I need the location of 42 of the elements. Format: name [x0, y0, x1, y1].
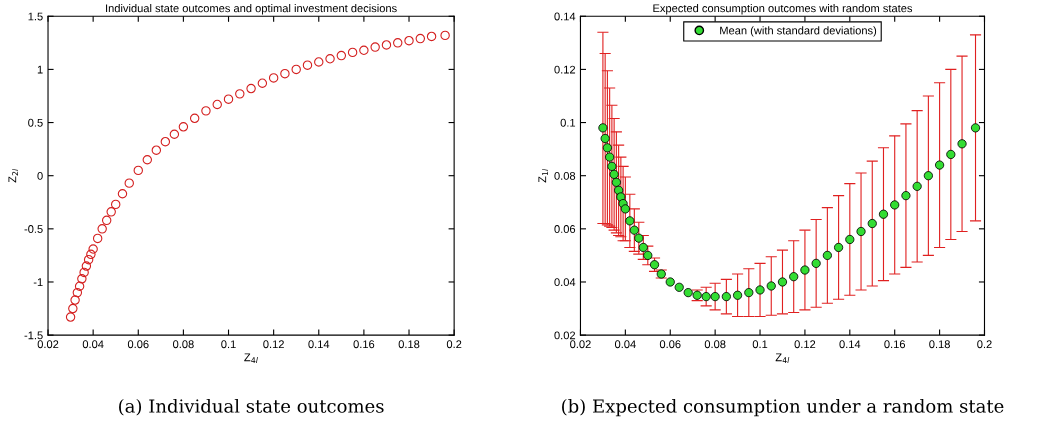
- y-tick-label: 0.06: [554, 225, 576, 233]
- x-axis-title: Z$_{4l}$: [244, 353, 258, 363]
- legend-label: Mean (with standard deviations): [720, 26, 877, 37]
- y-tick-label: -1.5: [24, 331, 43, 340]
- x-tick-label: 0.06: [659, 340, 681, 349]
- x-tick-label: 0.1: [752, 340, 768, 349]
- y-tick-label: -1: [33, 278, 43, 287]
- y-tick-label: 0: [37, 171, 43, 180]
- x-tick-label: 0.08: [704, 340, 726, 349]
- x-tick-label: 0.18: [398, 340, 420, 349]
- x-tick-label: 0.14: [839, 340, 861, 349]
- x-axis-title: Z$_{4l}$: [775, 353, 790, 363]
- x-tick-label: 0.16: [884, 340, 906, 349]
- x-tick-label: 0.04: [614, 340, 636, 349]
- x-tick-label: 0.08: [173, 340, 194, 349]
- x-tick-label: 0.04: [82, 340, 104, 349]
- y-tick-label: 0.5: [28, 118, 43, 127]
- y-tick-label: 0.14: [554, 12, 576, 21]
- y-tick-label: -0.5: [24, 225, 43, 233]
- x-tick-label: 0.12: [263, 340, 284, 349]
- x-tick-label: 0.2: [446, 340, 462, 349]
- y-axis-title: Z$_{2l}$: [8, 168, 18, 183]
- y-axis-title: Z$_{1l}$: [538, 168, 548, 183]
- x-tick-label: 0.02: [570, 340, 591, 349]
- y-tick-label: 0.12: [554, 65, 576, 74]
- x-tick-label: 0.06: [127, 340, 149, 349]
- y-tick-label: 0.1: [560, 118, 576, 127]
- x-tick-label: 0.2: [977, 340, 992, 349]
- x-tick-label: 0.16: [353, 340, 375, 349]
- y-tick-label: 0.08: [554, 171, 576, 180]
- text: (b) Expected consumption under a random state: [562, 398, 1004, 417]
- y-tick-label: 0.04: [554, 278, 576, 287]
- y-tick-label: 0.02: [554, 331, 576, 340]
- x-tick-label: 0.14: [308, 340, 330, 349]
- x-tick-label: 0.12: [794, 340, 816, 349]
- chart-title: Expected consumption outcomes with random states: [653, 4, 913, 15]
- chart-title: Individual state outcomes and optimal investment decisions: [106, 4, 397, 15]
- x-tick-label: 0.18: [929, 340, 950, 349]
- y-tick-label: 1.5: [28, 12, 43, 21]
- text: (a) Individual state outcomes: [119, 398, 384, 416]
- y-tick-label: 1: [37, 65, 43, 74]
- x-tick-label: 0.1: [221, 340, 236, 349]
